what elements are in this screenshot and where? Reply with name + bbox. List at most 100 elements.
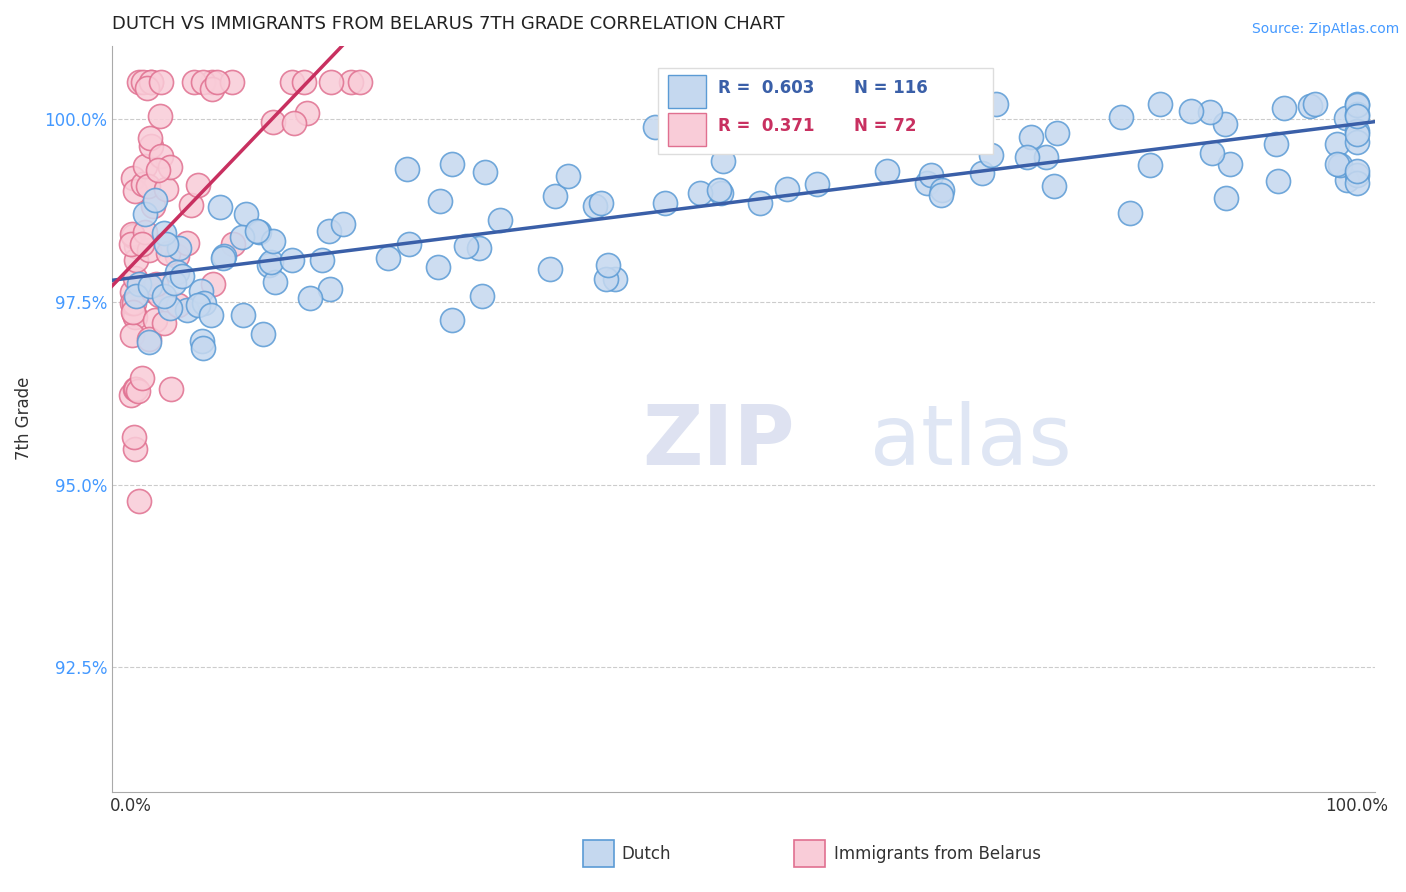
Point — [124, 270, 146, 285]
Point — [605, 272, 627, 286]
Point — [145, 277, 167, 292]
Point — [138, 243, 160, 257]
Point — [139, 75, 162, 89]
Point — [1346, 98, 1368, 112]
Point — [292, 75, 315, 89]
Bar — [668, 75, 706, 109]
Point — [1303, 97, 1326, 112]
Point — [1215, 191, 1237, 205]
Point — [125, 253, 148, 268]
Point — [183, 75, 205, 89]
Point — [149, 75, 172, 89]
Point — [247, 225, 270, 239]
Point — [235, 207, 257, 221]
Text: Source: ZipAtlas.com: Source: ZipAtlas.com — [1251, 22, 1399, 37]
Text: atlas: atlas — [870, 401, 1071, 482]
Point — [125, 288, 148, 302]
Y-axis label: 7th Grade: 7th Grade — [15, 377, 32, 460]
Point — [193, 296, 215, 310]
Point — [252, 327, 274, 342]
Point — [264, 275, 287, 289]
Point — [134, 225, 156, 239]
Point — [689, 186, 711, 200]
Point — [319, 75, 342, 89]
Point — [1326, 137, 1348, 152]
Point — [221, 75, 243, 89]
Point — [644, 120, 666, 134]
Text: R =  0.603: R = 0.603 — [718, 79, 815, 97]
Point — [201, 75, 224, 89]
Point — [319, 282, 342, 296]
Point — [262, 115, 284, 129]
Point — [128, 277, 150, 291]
Point — [1046, 126, 1069, 140]
Point — [471, 289, 494, 303]
Point — [931, 183, 953, 197]
Point — [212, 249, 235, 263]
Point — [1334, 111, 1357, 125]
Point — [146, 163, 169, 178]
Point — [427, 260, 450, 274]
Point — [152, 316, 174, 330]
Point — [131, 237, 153, 252]
Point — [128, 75, 150, 89]
Point — [1346, 127, 1368, 141]
Point — [138, 332, 160, 346]
Point — [121, 285, 143, 299]
Point — [920, 168, 942, 182]
Point — [132, 75, 155, 89]
Point — [141, 283, 163, 297]
Point — [187, 298, 209, 312]
Point — [707, 183, 730, 197]
Point — [155, 236, 177, 251]
Point — [134, 207, 156, 221]
Point — [180, 198, 202, 212]
Point — [1035, 150, 1057, 164]
Point — [283, 116, 305, 130]
Point — [1265, 136, 1288, 151]
Point — [193, 341, 215, 355]
Point — [222, 237, 245, 252]
Point — [121, 328, 143, 343]
Point — [167, 298, 190, 312]
Point — [166, 265, 188, 279]
Point — [1019, 129, 1042, 144]
Point — [138, 335, 160, 350]
Point — [984, 97, 1007, 112]
Point — [583, 199, 606, 213]
Point — [318, 224, 340, 238]
Point — [398, 237, 420, 252]
Point — [124, 442, 146, 456]
Point — [970, 166, 993, 180]
Point — [124, 307, 146, 321]
Point — [139, 139, 162, 153]
Point — [125, 238, 148, 252]
Point — [929, 187, 952, 202]
Point — [876, 164, 898, 178]
Point — [120, 388, 142, 402]
Point — [474, 165, 496, 179]
Point — [193, 75, 215, 89]
Point — [806, 178, 828, 192]
Point — [211, 251, 233, 265]
Point — [281, 75, 304, 89]
Point — [1043, 178, 1066, 193]
Point — [1346, 109, 1368, 123]
Point — [176, 235, 198, 250]
Point — [150, 148, 173, 162]
Point — [190, 285, 212, 299]
Point — [202, 277, 225, 291]
Point — [122, 430, 145, 444]
Point — [1346, 164, 1368, 178]
Text: Dutch: Dutch — [621, 845, 671, 863]
Point — [1299, 99, 1322, 113]
Point — [1180, 103, 1202, 118]
Point — [1346, 107, 1368, 121]
Point — [749, 195, 772, 210]
Point — [121, 171, 143, 186]
Point — [860, 128, 883, 142]
Point — [1267, 174, 1289, 188]
Point — [349, 75, 371, 89]
Point — [159, 160, 181, 174]
Point — [143, 313, 166, 327]
